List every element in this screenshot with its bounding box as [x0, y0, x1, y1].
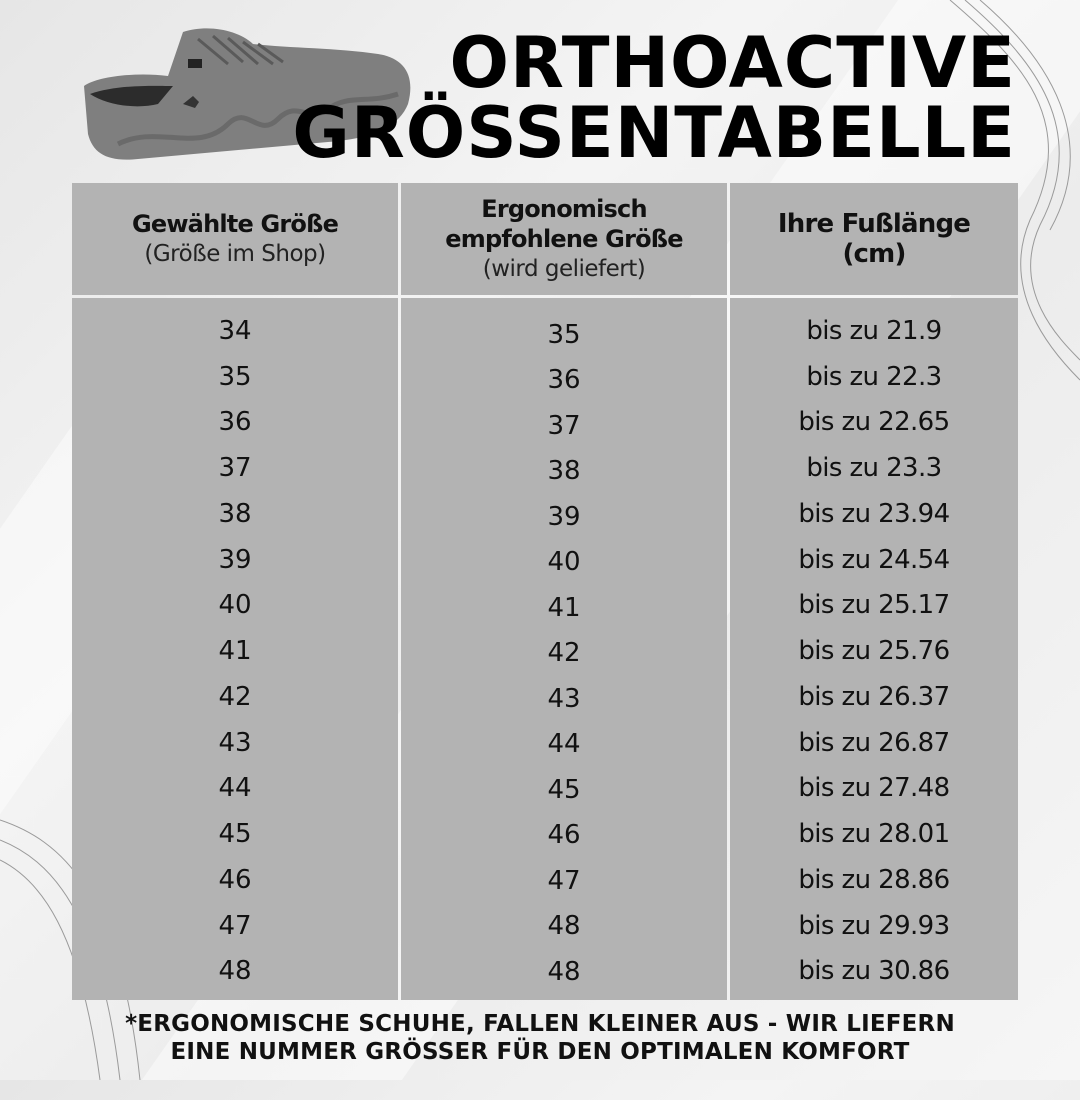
page-title: ORTHOACTIVE GRÖSSENTABELLE [292, 28, 1016, 168]
header-main: Ihre Fußlänge (cm) [777, 209, 971, 269]
table-cell: 35 [547, 320, 581, 350]
table-cell: 41 [547, 592, 581, 623]
footnote: *ERGONOMISCHE SCHUHE, FALLEN KLEINER AUS… [0, 1010, 1080, 1066]
decorative-curves-top-right [949, 0, 1080, 381]
table-cell: 41 [218, 636, 252, 667]
table-cell: 44 [547, 729, 581, 760]
header-selected-size: Gewählte Größe (Größe im Shop) [72, 183, 398, 295]
table-cell: bis zu 21.9 [806, 316, 942, 346]
table-cell: bis zu 27.48 [798, 773, 950, 804]
table-cell: 39 [547, 501, 581, 532]
table-cell: 48 [547, 956, 581, 987]
shoe-image [84, 28, 411, 160]
table-cell: 48 [547, 911, 581, 942]
column-recommended-size: 35 36 37 38 39 40 41 42 43 44 45 46 47 48 48 [401, 298, 727, 1000]
table-cell: 47 [218, 910, 252, 941]
table-cell: 35 [218, 361, 252, 392]
table-cell: bis zu 28.86 [798, 864, 950, 895]
title-line-2: GRÖSSENTABELLE [292, 92, 1016, 174]
header-foot-length: Ihre Fußlänge (cm) [730, 183, 1018, 295]
table-cell: bis zu 23.3 [806, 453, 942, 484]
table-cell: 48 [218, 956, 252, 987]
table-cell: 39 [218, 544, 252, 575]
table-cell: 43 [547, 683, 581, 714]
table-cell: 46 [218, 864, 252, 895]
table-cell: 43 [218, 727, 252, 758]
table-cell: 47 [547, 865, 581, 896]
table-cell: bis zu 30.86 [798, 956, 950, 987]
table-cell: bis zu 23.94 [798, 498, 950, 529]
table-cell: 46 [547, 820, 581, 851]
column-selected-size: 34 35 36 37 38 39 40 41 42 43 44 45 46 47 48 [72, 298, 398, 1000]
table-cell: bis zu 24.54 [798, 544, 950, 575]
table-cell: bis zu 25.76 [798, 636, 950, 667]
title-line-1: ORTHOACTIVE [449, 22, 1016, 104]
table-cell: bis zu 29.93 [798, 910, 950, 941]
table-cell: 45 [547, 774, 581, 805]
header-recommended-size: Ergonomisch empfohlene Größe (wird gelie… [401, 183, 727, 295]
header-main: Gewählte Größe [131, 210, 339, 238]
footnote-line-2: EINE NUMMER GRÖSSER FÜR DEN OPTIMALEN KO… [170, 1039, 910, 1065]
table-cell: 42 [218, 681, 252, 712]
column-foot-length: bis zu 21.9 bis zu 22.3 bis zu 22.65 bis zu… [730, 298, 1018, 1000]
table-cell: bis zu 22.3 [806, 361, 942, 392]
table-cell: 36 [547, 365, 581, 396]
header-sub: (wird geliefert) [482, 256, 646, 282]
table-cell: 44 [218, 773, 252, 804]
table-cell: bis zu 25.17 [798, 590, 950, 621]
table-cell: 42 [547, 638, 581, 669]
table-cell: 37 [218, 453, 252, 484]
table-cell: 40 [218, 590, 252, 621]
table-cell: 40 [547, 547, 581, 578]
table-cell: bis zu 26.87 [798, 727, 950, 758]
table-cell: 37 [547, 410, 581, 441]
table-cell: 38 [218, 498, 252, 529]
table-cell: 34 [218, 316, 252, 346]
footnote-line-1: *ERGONOMISCHE SCHUHE, FALLEN KLEINER AUS… [125, 1011, 955, 1037]
table-cell: 38 [547, 456, 581, 487]
header-main: Ergonomisch empfohlene Größe [445, 195, 683, 253]
table-cell: bis zu 22.65 [798, 407, 950, 438]
table-cell: 45 [218, 819, 252, 850]
size-table: Gewählte Größe (Größe im Shop) Ergonomis… [72, 183, 1018, 1000]
table-cell: bis zu 28.01 [798, 819, 950, 850]
header-sub: (Größe im Shop) [144, 241, 326, 267]
table-cell: bis zu 26.37 [798, 681, 950, 712]
table-cell: 36 [218, 407, 252, 438]
